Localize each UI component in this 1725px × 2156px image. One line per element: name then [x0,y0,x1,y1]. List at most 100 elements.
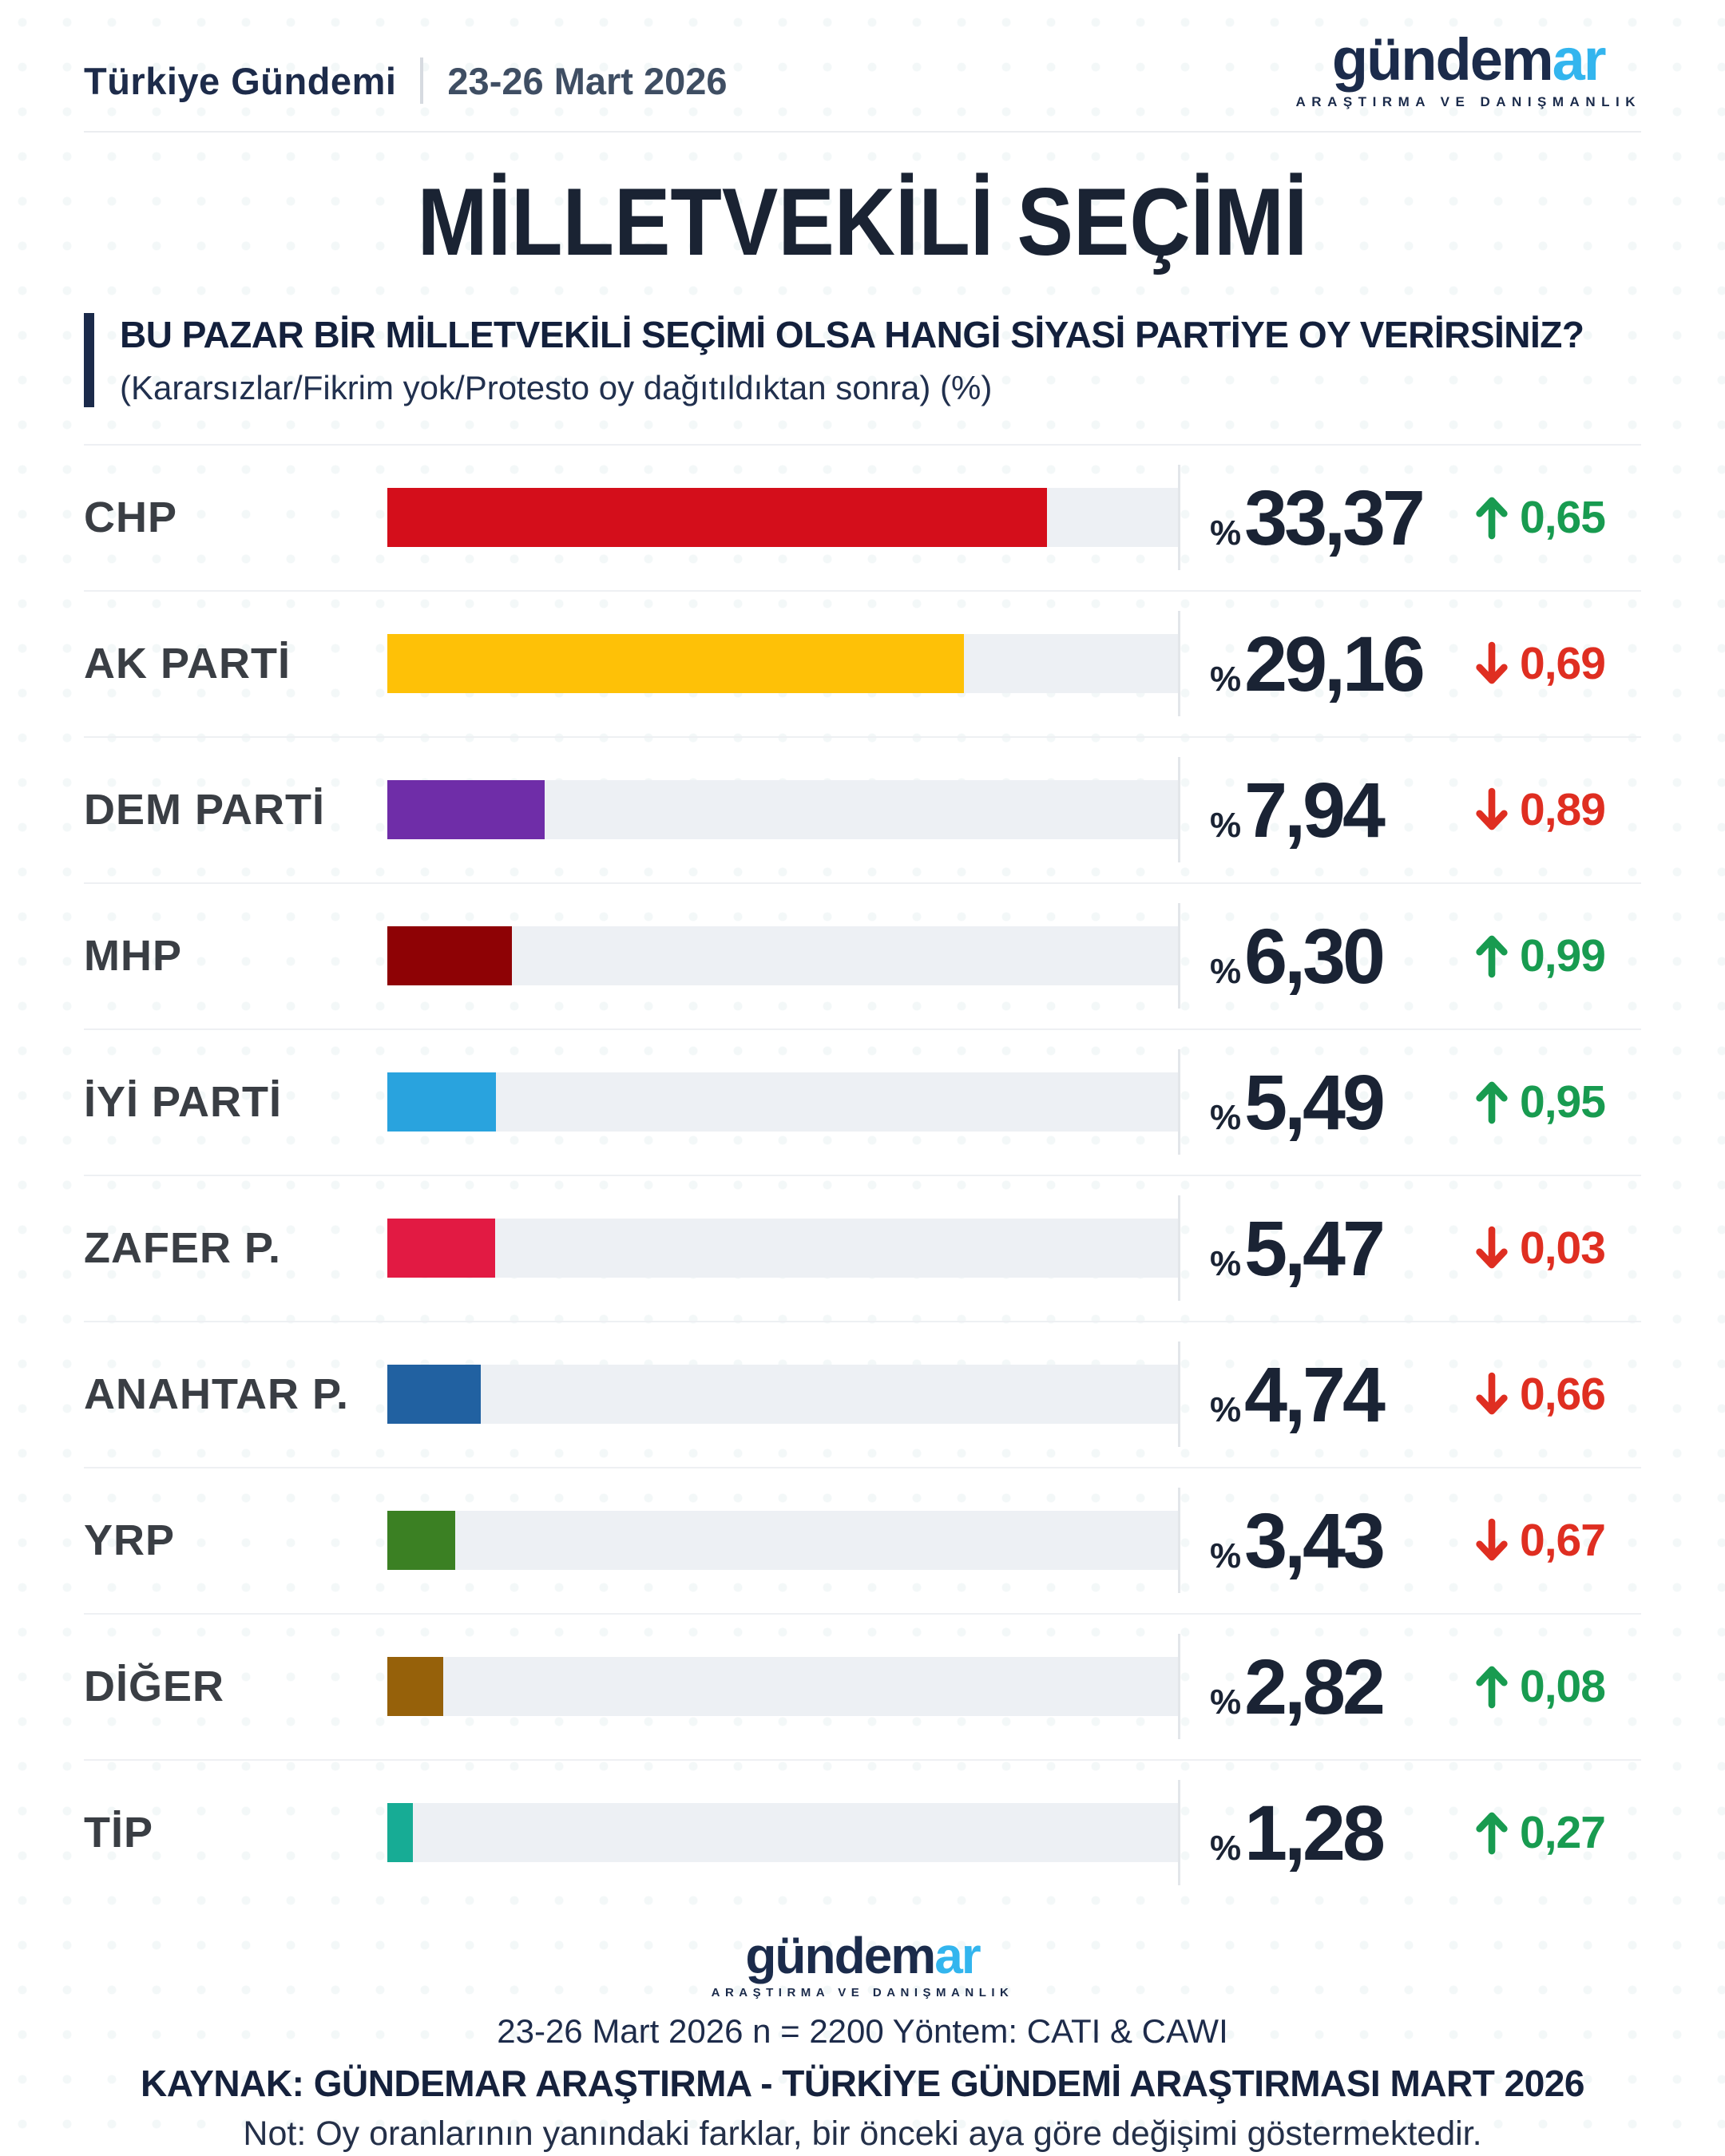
party-value: % 29,16 [1210,625,1473,703]
party-label: ANAHTAR P. [84,1370,350,1419]
question-block: BU PAZAR BİR MİLLETVEKİLİ SEÇİMİ OLSA HA… [84,312,1641,407]
divider-pipe [420,57,424,104]
arrow-up-icon [1476,1812,1508,1855]
logo-word-accent: ar [1552,26,1607,93]
bar-track [387,1072,1178,1132]
bar-fill [387,1657,443,1717]
value-zone: % 33,37 0,65 [1178,479,1641,557]
bar-track [387,1657,1178,1717]
bar-fill [387,926,512,986]
bar-fill [387,1072,496,1132]
value-zone: % 4,74 0,66 [1178,1356,1641,1433]
change-number: 0,89 [1520,784,1606,836]
percent-sign: % [1210,1243,1242,1283]
logo-wordmark: gündemar [745,1926,981,1984]
value-zone: % 29,16 0,69 [1178,625,1641,703]
party-value: % 5,49 [1210,1064,1473,1141]
party-value: % 5,47 [1210,1210,1473,1287]
party-value: % 6,30 [1210,917,1473,995]
party-label: AK PARTİ [84,640,291,688]
change-indicator: 0,95 [1473,1076,1606,1128]
value-number: 5,47 [1244,1204,1386,1292]
header-divider [84,130,1641,133]
party-value: % 1,28 [1210,1794,1473,1872]
question-subtext: (Kararsızlar/Fikrim yok/Protesto oy dağı… [120,368,993,406]
party-label: TİP [84,1809,154,1857]
poll-row: TİP % 1,28 0,27 [84,1758,1641,1905]
bar-fill [387,634,964,694]
value-zone: % 1,28 0,27 [1178,1794,1641,1872]
change-number: 0,67 [1520,1515,1606,1567]
change-indicator: 0,27 [1473,1806,1606,1859]
value-zone: % 5,47 0,03 [1178,1210,1641,1287]
value-number: 2,82 [1244,1643,1386,1730]
party-value: % 33,37 [1210,479,1473,557]
value-number: 7,94 [1244,766,1386,854]
arrow-up-icon [1476,1666,1508,1709]
poll-row: DİĞER % 2,82 0,08 [84,1612,1641,1759]
change-number: 0,69 [1520,638,1606,690]
bar-track [387,1511,1178,1571]
gundemar-logo-footer: gündemar ARAŞTIRMA VE DANIŞMANLIK [711,1926,1014,1999]
arrow-up-icon [1476,1081,1508,1124]
poll-row: MHP % 6,30 0,99 [84,882,1641,1028]
bar-fill [387,1365,482,1425]
logo-word-accent: ar [934,1926,981,1984]
poll-row: AK PARTİ % 29,16 0,69 [84,589,1641,736]
change-indicator: 0,89 [1473,783,1606,836]
bar-track [387,1219,1178,1278]
change-indicator: 0,66 [1473,1368,1606,1421]
change-number: 0,03 [1520,1223,1606,1274]
change-indicator: 0,08 [1473,1660,1606,1713]
arrow-up-icon [1476,935,1508,978]
note-line: Not: Oy oranlarının yanındaki farklar, b… [243,2114,1482,2153]
gundemar-logo: gündemar ARAŞTIRMA VE DANIŞMANLIK [1296,29,1641,110]
bar-fill [387,488,1047,548]
change-number: 0,99 [1520,930,1606,982]
bar-fill [387,1511,455,1571]
logo-tagline: ARAŞTIRMA VE DANIŞMANLIK [1295,93,1641,109]
change-number: 0,95 [1520,1076,1606,1128]
question-text: BU PAZAR BİR MİLLETVEKİLİ SEÇİMİ OLSA HA… [120,313,1584,355]
footer: gündemar ARAŞTIRMA VE DANIŞMANLIK 23-26 … [0,1926,1725,2154]
percent-sign: % [1210,951,1242,991]
value-number: 33,37 [1244,474,1426,561]
party-value: % 2,82 [1210,1648,1473,1726]
logo-tagline: ARAŞTIRMA VE DANIŞMANLIK [711,1985,1014,1999]
percent-sign: % [1210,1097,1242,1137]
change-number: 0,08 [1520,1661,1606,1713]
poll-row: ZAFER P. % 5,47 0,03 [84,1174,1641,1321]
poll-row: YRP % 3,43 0,67 [84,1466,1641,1613]
arrow-down-icon [1476,1518,1508,1561]
arrow-down-icon [1476,1226,1508,1269]
value-zone: % 5,49 0,95 [1178,1064,1641,1141]
value-zone: % 3,43 0,67 [1178,1502,1641,1579]
arrow-up-icon [1476,497,1508,540]
arrow-down-icon [1476,641,1508,684]
value-number: 5,49 [1244,1058,1386,1146]
value-number: 4,74 [1244,1350,1386,1438]
value-number: 1,28 [1244,1789,1386,1877]
percent-sign: % [1210,513,1242,553]
party-label: DİĞER [84,1663,225,1711]
bar-track [387,634,1178,694]
party-label: İYİ PARTİ [84,1078,283,1127]
percent-sign: % [1210,1682,1242,1722]
party-value: % 7,94 [1210,771,1473,849]
poll-rows: CHP % 33,37 0,65 AK PARTİ % [84,443,1641,1905]
bar-fill [387,780,545,840]
change-number: 0,27 [1520,1807,1606,1859]
brand-line: Türkiye Gündemi 23-26 Mart 2026 [84,29,728,104]
percent-sign: % [1210,805,1242,845]
percent-sign: % [1210,1389,1242,1429]
party-label: CHP [84,493,178,542]
arrow-down-icon [1476,1372,1508,1415]
logo-word-main: gündem [745,1926,936,1984]
survey-date: 23-26 Mart 2026 [447,59,728,102]
bar-track [387,1365,1178,1425]
bar-fill [387,1219,496,1278]
header: Türkiye Gündemi 23-26 Mart 2026 gündemar… [0,0,1725,110]
change-number: 0,66 [1520,1369,1606,1421]
logo-wordmark: gündemar [1332,26,1607,93]
change-indicator: 0,69 [1473,637,1606,690]
